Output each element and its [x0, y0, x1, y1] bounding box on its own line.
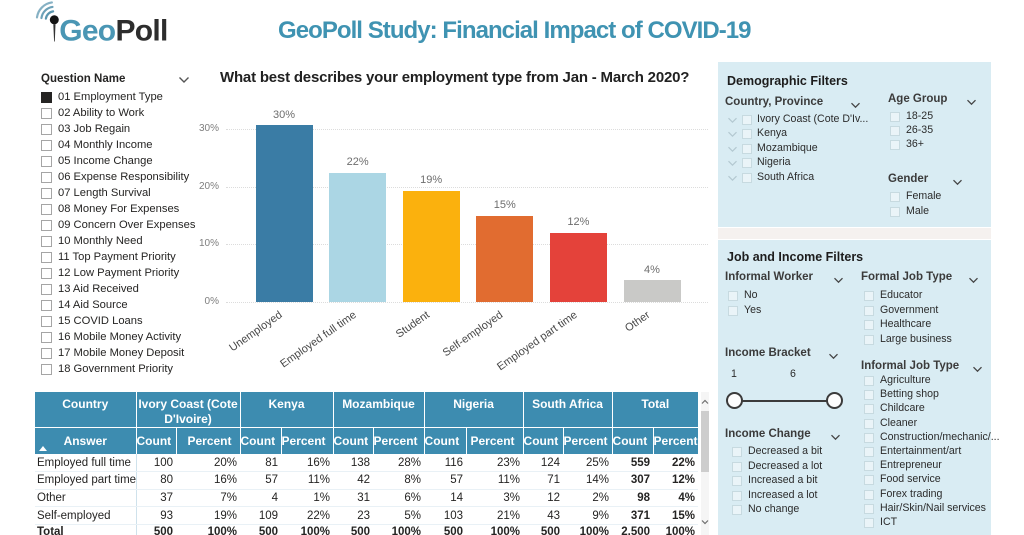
svg-text:GeoPoll: GeoPoll — [59, 14, 167, 47]
